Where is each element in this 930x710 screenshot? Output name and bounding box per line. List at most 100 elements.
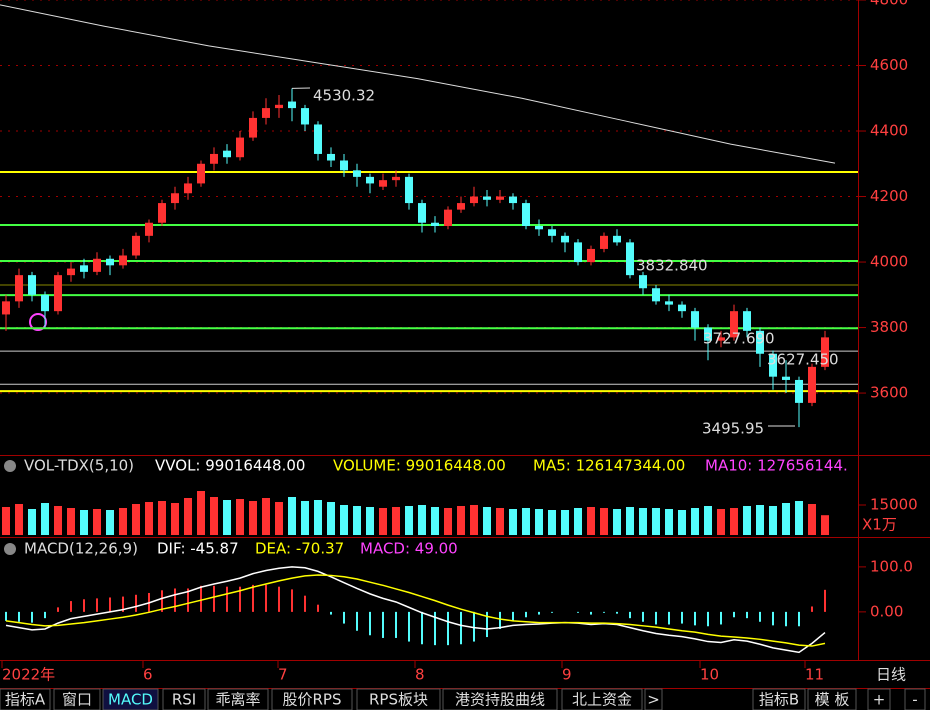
volume-bar [821,515,829,535]
candle-body [288,101,296,109]
candle-body [301,108,309,125]
tab[interactable] [102,688,159,710]
ma-line [0,4,836,164]
candle-body [262,108,270,118]
candle-body [119,255,127,266]
tab-label[interactable]: 乖离率 [215,691,260,709]
volume-bar [496,508,504,535]
tab[interactable] [867,688,891,710]
volume-bar [340,505,348,535]
tab-label[interactable]: 股价RPS [283,691,342,709]
volume-bar [392,507,400,535]
tab[interactable] [356,688,441,710]
collapse-icon[interactable] [4,543,16,555]
volume-bar [756,505,764,535]
tab-label[interactable]: 港资持股曲线 [455,691,545,709]
candle-body [223,150,231,158]
tab-label[interactable]: > [647,691,660,709]
candle-body [54,275,62,312]
volume-bar [197,491,205,535]
tab-label[interactable]: + [873,691,886,709]
volume-bar [327,502,335,535]
volume-bar [808,504,816,535]
volume-bar [158,501,166,535]
tab[interactable] [0,688,51,710]
candle-body [405,176,413,204]
tab[interactable] [207,688,269,710]
tab[interactable] [442,688,558,710]
unit-label: X1万 [862,516,897,534]
candle-body [28,275,36,295]
candle-body [197,163,205,184]
tab[interactable] [53,688,101,710]
price-annotation: 3627.450 [767,351,839,369]
volume-bar [535,509,543,535]
candle-body [821,337,829,367]
volume-bar [730,508,738,535]
volume-bar [483,507,491,535]
volume-bar [574,508,582,535]
volume-bar [28,509,36,535]
tab[interactable] [644,688,663,710]
volume-bar [652,508,660,535]
x-tick-label: 11 [805,666,824,684]
header-value: MA5: 126147344.00 [533,457,685,475]
candle-body [613,235,621,243]
candle-body [652,288,660,302]
header-value: MACD: 49.00 [360,540,458,558]
collapse-icon[interactable] [4,460,16,472]
price-annotation: 3727.690 [703,330,775,348]
candle-body [574,242,582,263]
period-box [858,661,930,688]
volume-bar [626,507,634,535]
tab-label[interactable]: 模 板 [815,691,850,709]
tab-label[interactable]: MACD [108,691,153,709]
volume-bar [236,499,244,535]
y-tick-label: 4800 [870,0,908,9]
x-tick-label: 7 [278,666,288,684]
candle-body [210,153,218,164]
tab[interactable] [807,688,857,710]
candle-body [158,203,166,223]
tab[interactable] [271,688,353,710]
header-value: MA10: 127656144. [705,457,848,475]
volume-bar [613,509,621,535]
candle-body [392,176,400,181]
tab-label[interactable]: RPS板块 [369,691,428,709]
period-label[interactable]: 日线 [876,666,906,684]
candle-body [366,176,374,184]
volume-bar [600,508,608,535]
volume-bar [249,501,257,535]
volume-bar [353,506,361,535]
volume-bar [717,509,725,535]
volume-bar [106,510,114,535]
volume-bar [665,509,673,535]
candle-body [327,153,335,161]
candle-body [80,265,88,272]
volume-bar [405,506,413,535]
tab-label[interactable]: 北上资金 [572,691,632,709]
candle-body [431,222,439,227]
candle-body [535,226,543,230]
candle-body [639,275,647,289]
candle-body [704,327,712,341]
tab-label[interactable]: RSI [172,691,196,709]
tab-label[interactable]: 指标A [5,691,46,709]
tab[interactable] [162,688,206,710]
tab[interactable] [752,688,806,710]
candle-body [457,203,465,210]
candle-body [379,180,387,187]
candle-body [249,117,257,138]
tab-label[interactable]: 窗口 [62,691,92,709]
volume-bar [262,498,270,535]
tab[interactable] [561,688,643,710]
header-value: VVOL: 99016448.00 [155,457,305,475]
tab-label[interactable]: 指标B [759,691,799,709]
candle-body [600,235,608,249]
volume-bar [275,502,283,535]
candle-body [743,311,751,331]
candle-body [548,229,556,236]
volume-bar [470,505,478,535]
tab[interactable] [904,688,926,710]
tab-label[interactable]: - [912,691,917,709]
